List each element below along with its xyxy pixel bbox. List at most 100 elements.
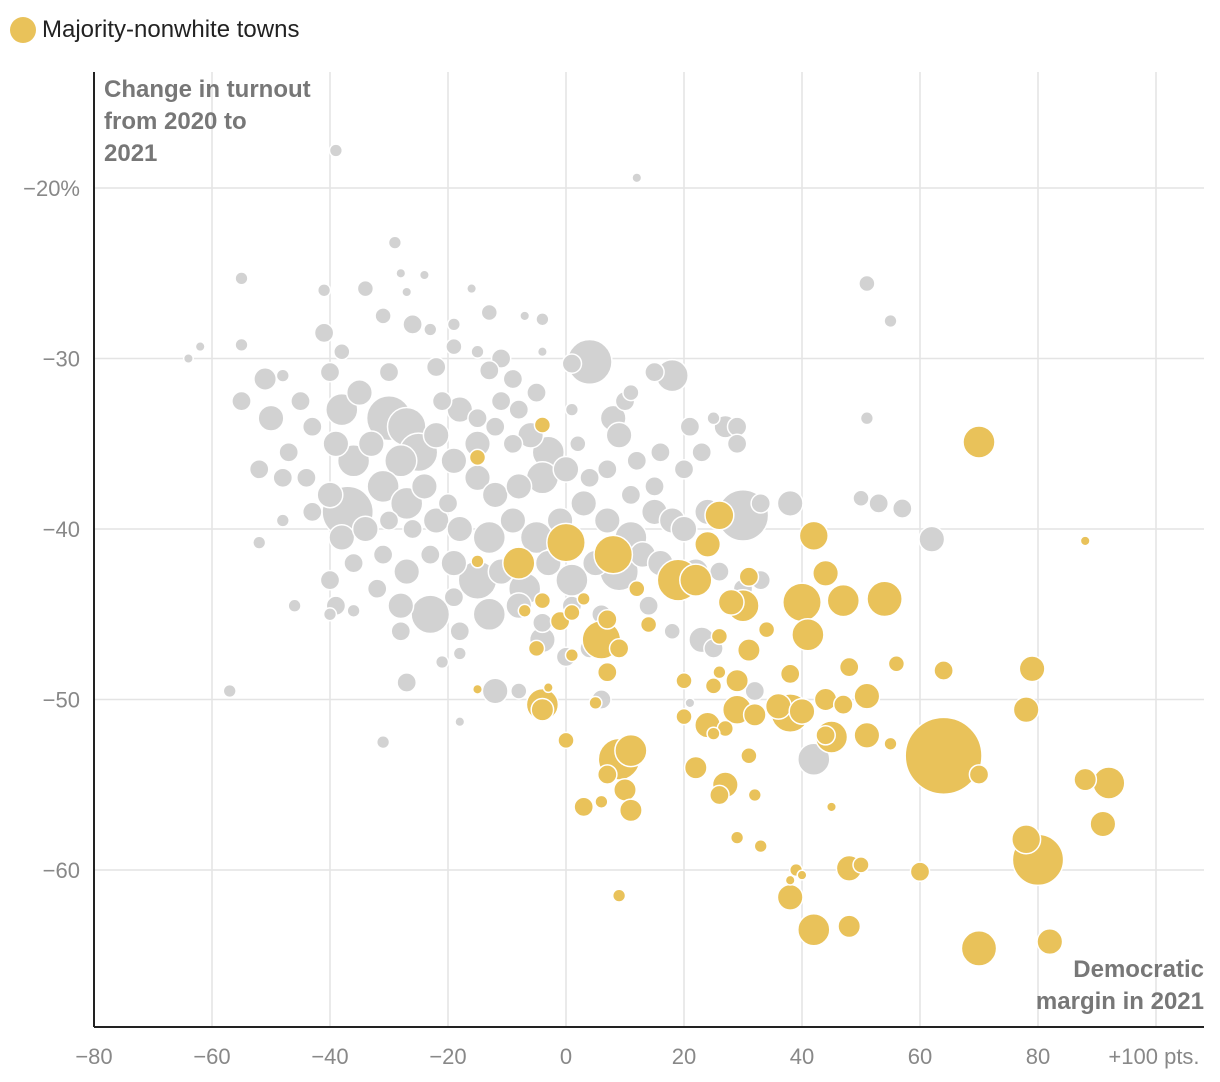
nonwhite-town-dot [776,883,804,911]
nonwhite-town-dot [838,656,860,678]
other-town-dot [868,493,890,514]
y-tick-label: −40 [43,517,80,542]
other-town-dot [375,734,391,750]
y-tick-label: −20% [23,176,80,201]
nonwhite-town-dot [753,838,768,854]
other-town-dot [278,441,300,463]
nonwhite-town-dot [960,930,998,967]
other-town-dot [182,352,194,365]
other-town-dot [536,346,548,358]
other-town-dot [481,677,509,705]
nonwhite-town-dot [1092,766,1126,800]
other-town-dot [510,682,528,700]
other-town-dot [564,402,580,417]
legend-label: Majority-nonwhite towns [42,16,300,43]
other-town-dot [328,523,356,552]
nonwhite-town-dot [796,869,808,881]
other-town-dot [440,549,468,577]
x-tick-label: 40 [790,1044,814,1069]
nonwhite-town-dot [1011,824,1042,855]
other-town-dot [883,313,898,329]
other-town-dot [440,447,468,475]
other-town-dot [333,342,351,361]
nonwhite-town-dot [704,677,723,695]
nonwhite-town-dot [784,874,796,886]
nonwhite-town-dot [594,794,609,809]
other-town-dot [470,344,485,359]
other-town-dot [275,368,290,383]
other-town-dot [750,493,772,514]
other-town-dot [374,307,392,325]
other-town-dot [351,515,379,543]
y-axis-title: Change in turnout from 2020 to 2021 [104,74,344,170]
nonwhite-town-dot [683,755,708,780]
other-town-dot [319,569,341,591]
other-town-dot [679,416,701,438]
x-tick-label: −20 [429,1044,466,1069]
nonwhite-town-dot [1089,810,1117,838]
nonwhite-town-dot [588,695,603,711]
y-axis-title-line: Change in turnout [104,76,311,103]
other-town-dot [301,501,323,523]
other-town-dot [356,279,375,298]
other-town-dot [343,552,364,574]
x-axis-title-line: margin in 2021 [1035,988,1204,1015]
other-town-dot [422,421,450,449]
other-town-dot [859,411,875,426]
nonwhite-town-dot [710,627,729,646]
other-town-dot [446,515,474,543]
other-town-dot [519,310,531,322]
other-town-dot [673,458,695,480]
other-town-dot [579,467,600,489]
nonwhite-town-dot [533,416,552,434]
other-town-dot [378,510,400,531]
other-town-dot [316,481,344,509]
nonwhite-town-dot [704,500,735,531]
nonwhite-town-dot [611,888,627,903]
other-town-dot [502,433,524,455]
nonwhite-town-dot [468,448,487,467]
nonwhite-town-dot [527,639,546,658]
nonwhite-town-dot [738,566,760,588]
other-town-dot [437,493,459,514]
nonwhite-town-dot [779,663,801,685]
nonwhite-town-dot [563,603,581,622]
other-town-dot [726,433,748,455]
other-town-dot [797,742,831,776]
other-town-dot [670,515,698,543]
other-town-dot [472,520,507,555]
other-town-dot [663,622,681,641]
other-town-dot [858,274,876,293]
other-town-dot [384,444,418,478]
nonwhite-town-dot [517,603,532,618]
nonwhite-town-dot [837,914,862,939]
nonwhite-town-dot [628,579,646,598]
other-town-dot [301,416,323,438]
other-town-dot [322,430,350,458]
nonwhite-town-dot [573,796,595,818]
nonwhite-town-dot [791,617,825,652]
nonwhite-town-dot [542,682,554,694]
x-tick-label: 0 [560,1044,572,1069]
other-town-dot [684,697,696,709]
x-tick-label: −80 [75,1044,112,1069]
nonwhite-town-dot [883,736,898,751]
y-tick-label: −60 [43,858,80,883]
other-town-dot [644,361,665,383]
nonwhite-town-dot [564,648,580,663]
nonwhite-town-dot [471,683,484,695]
other-town-dot [650,441,671,463]
other-town-dot [454,716,466,728]
other-town-dot [570,489,598,517]
nonwhite-town-dot [502,546,536,580]
x-tick-label: 80 [1026,1044,1050,1069]
nonwhite-town-dot [962,425,996,459]
other-town-dot [316,283,332,298]
nonwhite-town-dot [1079,535,1091,547]
nonwhite-town-dot [639,615,658,634]
x-tick-label: 60 [908,1044,932,1069]
nonwhite-town-dot [679,563,713,597]
other-town-dot [706,411,721,426]
nonwhite-town-dot [798,520,829,551]
nonwhite-town-dot [608,638,630,659]
